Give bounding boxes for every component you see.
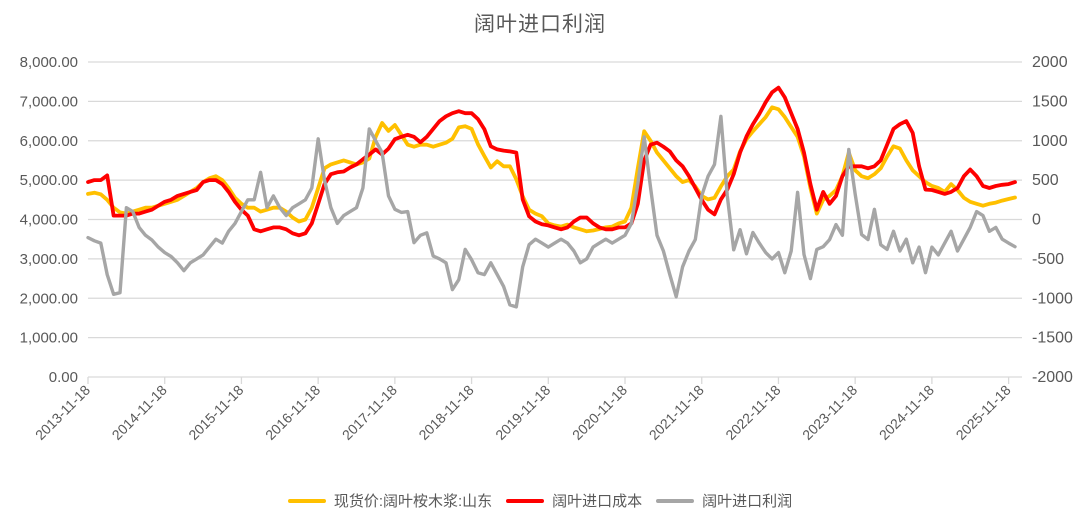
svg-text:8,000.00: 8,000.00 <box>20 54 78 71</box>
legend-item-spot-price: 现货价:阔叶桉木浆:山东 <box>287 490 493 511</box>
plot-area <box>86 85 1017 309</box>
svg-text:2025-11-18: 2025-11-18 <box>953 382 1014 443</box>
svg-text:2014-11-18: 2014-11-18 <box>109 382 170 443</box>
svg-text:2013-11-18: 2013-11-18 <box>32 382 93 443</box>
svg-text:0.00: 0.00 <box>49 369 78 386</box>
legend-label-spot: 现货价:阔叶桉木浆:山东 <box>333 493 493 510</box>
svg-text:4,000.00: 4,000.00 <box>20 212 78 229</box>
svg-text:1000: 1000 <box>1032 133 1068 150</box>
svg-text:3,000.00: 3,000.00 <box>20 251 78 268</box>
svg-text:2021-11-18: 2021-11-18 <box>646 382 707 443</box>
svg-text:-1500: -1500 <box>1032 330 1073 347</box>
svg-text:2,000.00: 2,000.00 <box>20 290 78 307</box>
legend-line-swatch-profit <box>656 498 695 503</box>
y-gridlines <box>88 61 1022 378</box>
svg-text:-500: -500 <box>1032 251 1064 268</box>
legend-label-profit: 阔叶进口利润 <box>702 493 793 510</box>
svg-text:2020-11-18: 2020-11-18 <box>569 382 630 443</box>
legend-item-import-profit: 阔叶进口利润 <box>656 490 792 511</box>
svg-text:7,000.00: 7,000.00 <box>20 93 78 110</box>
x-axis-labels: 2013-11-18 2014-11-18 2015-11-18 2016-11-18… <box>32 377 1014 443</box>
legend-line-swatch-spot <box>287 498 326 503</box>
left-axis-labels: 0.00 1,000.00 2,000.00 3,000.00 4,000.00 5,00… <box>20 54 78 386</box>
svg-text:-1000: -1000 <box>1032 290 1073 307</box>
svg-text:0: 0 <box>1032 212 1041 229</box>
svg-text:1,000.00: 1,000.00 <box>20 330 78 347</box>
svg-text:2017-11-18: 2017-11-18 <box>339 382 400 443</box>
svg-text:5,000.00: 5,000.00 <box>20 172 78 189</box>
legend-label-cost: 阔叶进口成本 <box>552 493 643 510</box>
svg-text:500: 500 <box>1032 172 1059 189</box>
svg-text:2018-11-18: 2018-11-18 <box>415 382 476 443</box>
svg-text:2023-11-18: 2023-11-18 <box>799 382 860 443</box>
svg-text:6,000.00: 6,000.00 <box>20 133 78 150</box>
legend-item-import-cost: 阔叶进口成本 <box>506 490 642 511</box>
series-line-0 <box>86 105 1017 234</box>
chart-svg: 0.00 1,000.00 2,000.00 3,000.00 4,000.00 5,00… <box>20 54 1073 443</box>
right-axis-labels: -2000 -1500 -1000 -500 0 500 1000 1500 2000 <box>1032 54 1073 386</box>
chart-title: 阔叶进口利润 <box>474 13 606 36</box>
chart-legend: 现货价:阔叶桉木浆:山东 阔叶进口成本 阔叶进口利润 <box>0 490 1080 511</box>
svg-text:2024-11-18: 2024-11-18 <box>876 382 937 443</box>
legend-line-swatch-cost <box>506 498 545 503</box>
svg-text:2016-11-18: 2016-11-18 <box>262 382 323 443</box>
svg-text:-2000: -2000 <box>1032 369 1073 386</box>
series-line-2 <box>86 114 1017 309</box>
svg-text:2015-11-18: 2015-11-18 <box>185 382 246 443</box>
svg-text:2019-11-18: 2019-11-18 <box>492 382 553 443</box>
svg-text:2000: 2000 <box>1032 54 1068 71</box>
svg-text:1500: 1500 <box>1032 93 1068 110</box>
svg-text:2022-11-18: 2022-11-18 <box>722 382 783 443</box>
